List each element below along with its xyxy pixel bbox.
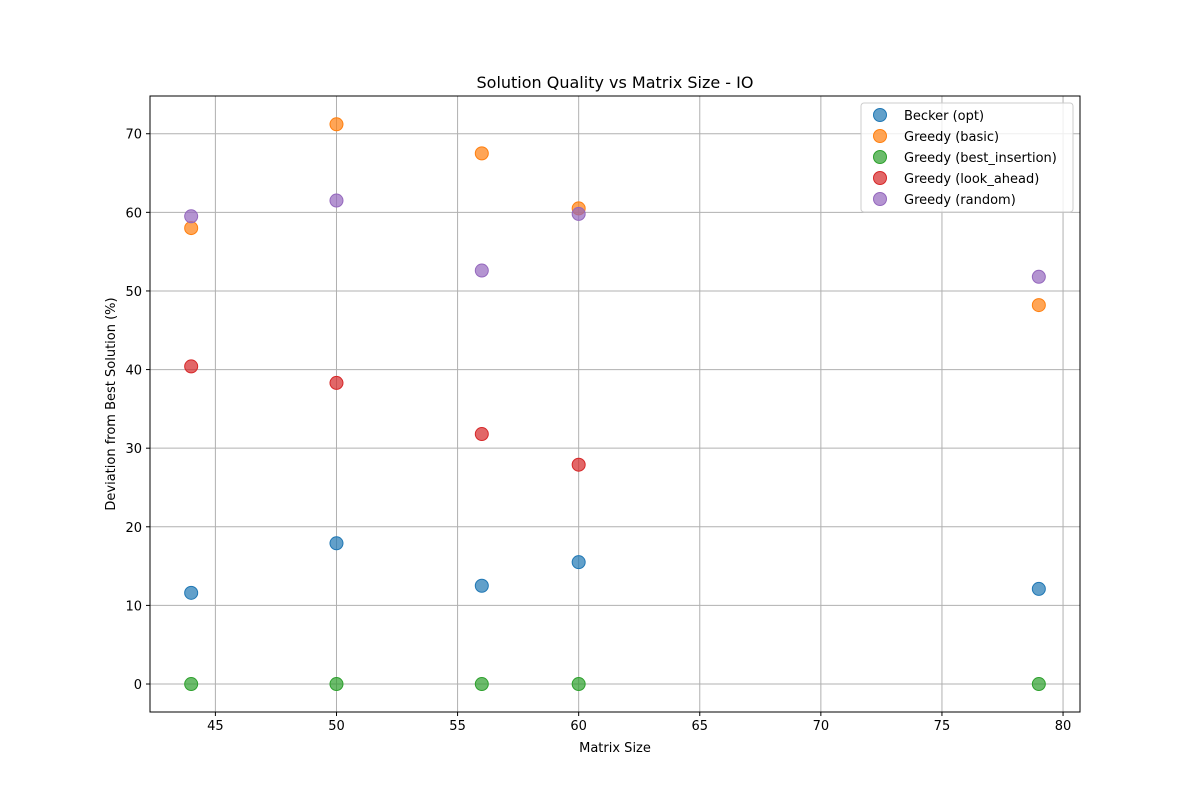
data-point-greedy-random: [184, 209, 199, 224]
data-point-greedy-look-ahead: [571, 457, 586, 472]
data-points: [184, 117, 1046, 692]
x-tick-label: 70: [813, 719, 830, 734]
data-point-greedy-best-insertion: [571, 677, 586, 692]
x-tick-label: 65: [691, 719, 708, 734]
y-tick-label: 50: [125, 285, 142, 300]
legend-label-greedy-look-ahead: Greedy (look_ahead): [904, 172, 1039, 187]
data-point-greedy-best-insertion: [474, 677, 489, 692]
data-point-becker-opt: [1031, 581, 1046, 596]
axis-ticks: 45 50 55 60 65 70 75 80 0 10 20 30 40 50 60 70: [125, 128, 1071, 734]
legend-marker-becker-opt: [873, 108, 887, 122]
data-point-greedy-look-ahead: [184, 359, 199, 374]
data-point-greedy-best-insertion: [1031, 677, 1046, 692]
data-point-greedy-basic: [1031, 298, 1046, 313]
legend-marker-greedy-basic: [873, 129, 887, 143]
x-tick-label: 55: [449, 719, 466, 734]
legend-marker-greedy-best-insertion: [873, 150, 887, 164]
y-tick-label: 40: [125, 364, 142, 379]
x-axis-label: Matrix Size: [579, 741, 651, 756]
x-tick-label: 60: [570, 719, 587, 734]
y-tick-label: 70: [125, 128, 142, 143]
legend-marker-greedy-random: [873, 192, 887, 206]
x-tick-label: 45: [207, 719, 224, 734]
plot-frame: [149, 95, 1081, 713]
data-point-greedy-basic: [474, 146, 489, 161]
y-tick-label: 20: [125, 521, 142, 536]
y-tick-label: 0: [134, 678, 142, 693]
data-point-becker-opt: [184, 585, 199, 600]
data-point-greedy-random: [329, 193, 344, 208]
x-tick-label: 80: [1055, 719, 1072, 734]
data-point-becker-opt: [474, 578, 489, 593]
data-point-greedy-basic: [329, 117, 344, 132]
x-tick-label: 75: [934, 719, 951, 734]
data-point-greedy-best-insertion: [329, 677, 344, 692]
legend-box: [860, 102, 1074, 213]
x-tick-label: 50: [328, 719, 345, 734]
data-point-greedy-look-ahead: [329, 375, 344, 390]
data-point-greedy-random: [571, 206, 586, 221]
data-point-greedy-basic: [184, 221, 199, 236]
data-point-greedy-look-ahead: [474, 427, 489, 442]
data-point-greedy-random: [474, 263, 489, 278]
legend-label-greedy-basic: Greedy (basic): [904, 130, 999, 145]
chart-title: Solution Quality vs Matrix Size - IO: [477, 73, 754, 92]
y-axis-label: Deviation from Best Solution (%): [104, 297, 119, 510]
legend-label-greedy-random: Greedy (random): [904, 193, 1016, 208]
y-tick-label: 60: [125, 206, 142, 221]
data-point-becker-opt: [329, 536, 344, 551]
legend-label-becker-opt: Becker (opt): [904, 109, 984, 124]
data-point-greedy-random: [1031, 269, 1046, 284]
data-point-greedy-best-insertion: [184, 677, 199, 692]
legend-label-greedy-best-insertion: Greedy (best_insertion): [904, 151, 1057, 166]
legend-marker-greedy-look-ahead: [873, 171, 887, 185]
y-tick-label: 10: [125, 599, 142, 614]
data-point-becker-opt: [571, 555, 586, 570]
legend: Becker (opt) Greedy (basic) Greedy (best_i…: [860, 102, 1074, 213]
y-tick-label: 30: [125, 442, 142, 457]
